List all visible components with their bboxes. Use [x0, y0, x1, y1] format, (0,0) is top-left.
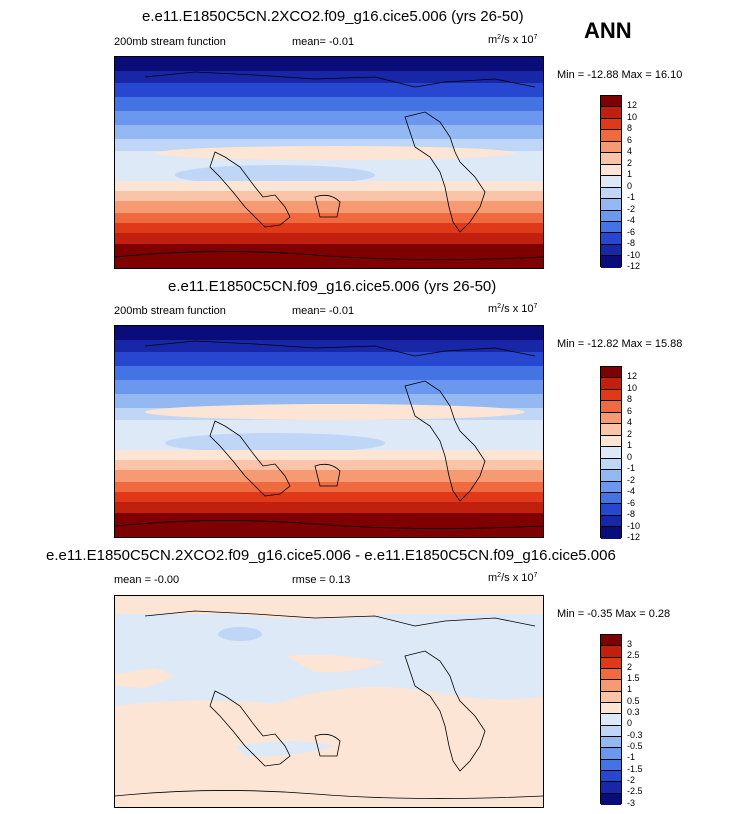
panel1-contour-plot — [115, 57, 543, 268]
panel3-contour-plot — [115, 596, 543, 807]
panel3-units-label: m2/s x 107 — [488, 572, 538, 584]
panel2-colorbar-tick: -10 — [627, 520, 641, 531]
panel1-colorbar-tick: -4 — [627, 215, 636, 225]
panel3-rmse-label: rmse = 0.13 — [292, 574, 351, 586]
panel2-colorbar-tick: -6 — [627, 497, 636, 508]
panel3-colorbar-tick: -1.5 — [627, 763, 643, 774]
panel1-colorbar-tick: -2 — [627, 203, 636, 214]
panel1-title: e.e11.E1850C5CN.2XCO2.f09_g16.cice5.006 … — [142, 8, 524, 25]
panel2-map — [114, 325, 544, 538]
panel1-mean-label: mean= -0.01 — [292, 36, 355, 48]
panel3-colorbar-tick: -2 — [627, 775, 636, 785]
panel3-map — [114, 595, 544, 808]
panel1-colorbar-tick: 8 — [627, 123, 633, 133]
panel2-colorbar-tick: -8 — [627, 509, 636, 519]
panel2-colorbar-tick: 0 — [627, 451, 633, 462]
panel1-units-label: m2/s x 107 — [488, 34, 538, 46]
panel2-colorbar-tick: 10 — [627, 382, 638, 393]
panel2-colorbar-tick: -12 — [627, 532, 641, 542]
panel1-variable-label: 200mb stream function — [114, 36, 226, 48]
panel3-colorbar-tick: -0.5 — [627, 741, 643, 751]
panel3-colorbar-tick: 0.5 — [627, 695, 640, 706]
panel3-colorbar-tick: -1 — [627, 752, 636, 763]
panel2-colorbar-tick: 12 — [627, 371, 638, 381]
panel1-colorbar-tick: 0 — [627, 180, 633, 191]
panel2-colorbar-tick: 4 — [627, 417, 633, 427]
panel2-colorbar — [600, 366, 622, 539]
panel1-map — [114, 56, 544, 269]
panel3-colorbar — [600, 634, 622, 805]
panel2-colorbar-tick: 6 — [627, 405, 633, 416]
panel2-colorbar-tick: 8 — [627, 394, 633, 404]
panel3-colorbar-tick: -3 — [627, 797, 636, 808]
panel1-colorbar-tick: 6 — [627, 134, 633, 145]
panel3-minmax-label: Min = -0.35 Max = 0.28 — [557, 608, 671, 620]
panel1-colorbar-tick: 12 — [627, 100, 638, 110]
panel2-colorbar-tick: -2 — [627, 474, 636, 485]
panel3-colorbar-tick: -0.3 — [627, 729, 643, 740]
panel1-colorbar-tick: -12 — [627, 261, 641, 271]
panel3-colorbar-tick: -2.5 — [627, 786, 643, 797]
panel1-minmax-label: Min = -12.88 Max = 16.10 — [557, 69, 683, 81]
panel3-colorbar-tick: 2 — [627, 661, 633, 672]
panel1-colorbar-tick: 2 — [627, 157, 633, 168]
panel3-colorbar-tick: 1.5 — [627, 673, 640, 683]
panel2-minmax-label: Min = -12.82 Max = 15.88 — [557, 338, 683, 350]
panel3-colorbar-tick: 0 — [627, 718, 633, 729]
panel1-colorbar-tick: 1 — [627, 169, 633, 179]
panel2-units-label: m2/s x 107 — [488, 303, 538, 315]
panel2-title: e.e11.E1850C5CN.f09_g16.cice5.006 (yrs 2… — [168, 278, 497, 295]
panel3-colorbar-tick: 0.3 — [627, 707, 640, 717]
panel1-colorbar-tick: -8 — [627, 238, 636, 248]
panel2-colorbar-tick: -1 — [627, 463, 636, 473]
panel3-colorbar-tick: 1 — [627, 684, 633, 695]
panel2-contour-plot — [115, 326, 543, 537]
panel1-colorbar-tick: -1 — [627, 192, 636, 202]
panel3-colorbar-tick: 2.5 — [627, 650, 640, 661]
panel3-mean-label: mean = -0.00 — [114, 574, 180, 586]
panel2-mean-label: mean= -0.01 — [292, 305, 355, 317]
panel1-colorbar-tick: -10 — [627, 249, 641, 260]
panel3-title: e.e11.E1850C5CN.2XCO2.f09_g16.cice5.006 … — [46, 547, 616, 564]
season-label: ANN — [584, 18, 632, 43]
panel1-colorbar-tick: 4 — [627, 146, 633, 156]
panel2-colorbar-tick: 2 — [627, 428, 633, 439]
panel2-colorbar-tick: 1 — [627, 440, 633, 450]
panel2-variable-label: 200mb stream function — [114, 305, 226, 317]
panel1-colorbar — [600, 95, 622, 268]
panel1-colorbar-tick: 10 — [627, 111, 638, 122]
panel1-colorbar-tick: -6 — [627, 226, 636, 237]
panel2-colorbar-tick: -4 — [627, 486, 636, 496]
panel3-colorbar-tick: 3 — [627, 639, 633, 649]
